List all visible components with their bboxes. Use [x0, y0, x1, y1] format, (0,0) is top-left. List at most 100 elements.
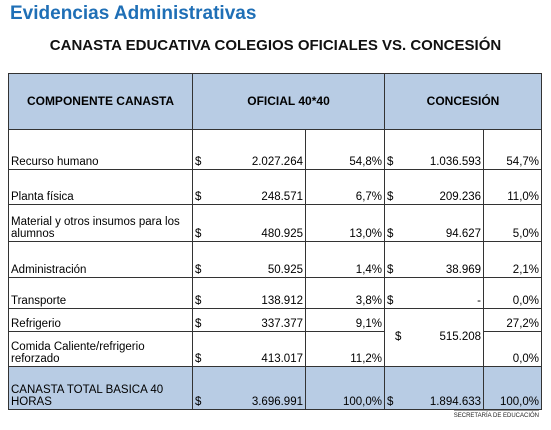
table-row: Refrigerio $337.377 9,1% $515.208 27,2% — [8, 308, 543, 367]
percent: 9,1% — [304, 308, 386, 332]
amount-value: 248.571 — [261, 191, 303, 203]
amount-cell: $1.894.633 — [384, 366, 485, 410]
amount: $ - — [387, 295, 481, 307]
table-row: Material y otros insumos para los alumno… — [8, 204, 543, 242]
column-header: CONCESIÓN — [384, 73, 543, 130]
table-row: CANASTA TOTAL BASICA 40 HORAS $3.696.991 1… — [8, 366, 543, 410]
footer: SECRETARÍA DE EDUCACIÓN — [453, 410, 539, 419]
amount-value: 138.912 — [261, 295, 303, 307]
amount-cell: $413.017 — [192, 331, 306, 367]
amount: $138.912 — [195, 295, 303, 307]
amount-value: - — [477, 295, 482, 307]
amount-value: 3.696.991 — [251, 396, 303, 408]
component: Planta física — [8, 169, 193, 205]
amount-value: 50.925 — [267, 264, 303, 276]
amount-cell: $209.236 — [384, 169, 485, 205]
component: Refrigerio — [8, 308, 193, 332]
amount: $1.894.633 — [387, 396, 481, 408]
currency: $ — [195, 228, 202, 240]
currency: $ — [195, 353, 202, 365]
amount-cell: $248.571 — [192, 169, 306, 205]
table-row: Recurso humano $2.027.264 54,8% $1.036.593 5… — [8, 129, 543, 170]
percent: 0,0% — [483, 331, 543, 367]
currency: $ — [195, 295, 202, 307]
amount-cell: $94.627 — [384, 204, 485, 242]
amount: $38.969 — [387, 264, 481, 276]
percent: 13,0% — [304, 204, 386, 242]
percent: 54,8% — [304, 129, 386, 170]
percent: 100,0% — [304, 366, 386, 410]
amount: $209.236 — [387, 191, 481, 203]
amount-value: 2.027.264 — [251, 156, 303, 168]
amount-cell: $3.696.991 — [192, 366, 306, 410]
amount-cell: $2.027.264 — [192, 129, 306, 170]
percent: 2,1% — [483, 241, 543, 278]
amount: $480.925 — [195, 228, 303, 240]
amount: $248.571 — [195, 191, 303, 203]
amount-cell: $ - — [384, 277, 485, 309]
amount: $337.377 — [195, 318, 303, 330]
amount-value: 413.017 — [261, 353, 303, 365]
title: Evidencias Administrativas — [10, 3, 257, 24]
percent: 6,7% — [304, 169, 386, 205]
currency: $ — [387, 228, 394, 240]
component: Recurso humano — [8, 129, 193, 170]
currency: $ — [195, 156, 202, 168]
amount-cell: $1.036.593 — [384, 129, 485, 170]
amount: $94.627 — [387, 228, 481, 240]
column-header: COMPONENTE CANASTA — [8, 73, 193, 130]
component: Transporte — [8, 277, 193, 309]
currency: $ — [387, 396, 394, 408]
amount: $50.925 — [195, 264, 303, 276]
table-row: Comida Caliente/refrigerio reforzado $413… — [8, 331, 543, 367]
amount-value: 209.236 — [439, 191, 482, 203]
currency: $ — [387, 191, 394, 203]
currency: $ — [195, 318, 202, 330]
table-row: Transporte $138.912 3,8% $ -0,0% — [8, 277, 543, 309]
currency: $ — [395, 331, 402, 343]
percent: 1,4% — [304, 241, 386, 278]
subtitle: CANASTA EDUCATIVA COLEGIOS OFICIALES VS.… — [49, 37, 502, 54]
amount-value: 38.969 — [445, 264, 482, 276]
component: Comida Caliente/refrigerio reforzado — [8, 331, 193, 367]
percent: 11,2% — [304, 331, 386, 367]
amount: $1.036.593 — [387, 156, 481, 168]
amount: $413.017 — [195, 353, 303, 365]
amount: $2.027.264 — [195, 156, 303, 168]
percent: 5,0% — [483, 204, 543, 242]
amount-value: 515.208 — [439, 331, 482, 343]
amount: $3.696.991 — [195, 396, 303, 408]
percent: 11,0% — [483, 169, 543, 205]
amount-cell: $38.969 — [384, 241, 485, 278]
currency: $ — [195, 191, 202, 203]
column-header: OFICIAL 40*40 — [191, 73, 386, 130]
header-row: COMPONENTE CANASTA OFICIAL 40*40 CONCESI… — [8, 73, 543, 130]
amount-cell: $50.925 — [192, 241, 306, 278]
amount-cell: $480.925 — [192, 204, 306, 242]
amount-value: 1.036.593 — [429, 156, 482, 168]
component: Material y otros insumos para los alumno… — [8, 204, 193, 242]
amount-cell: $337.377 — [192, 308, 306, 332]
percent: 27,2% — [483, 308, 543, 332]
component: Administración — [8, 241, 193, 278]
table-row: Administración $50.925 1,4% $38.969 2,1% — [8, 241, 543, 278]
amount-value: 337.377 — [261, 318, 303, 330]
currency: $ — [195, 396, 202, 408]
percent: 3,8% — [304, 277, 386, 309]
currency: $ — [387, 295, 394, 307]
percent: 100,0% — [483, 366, 543, 410]
currency: $ — [195, 264, 202, 276]
percent: 54,7% — [483, 129, 543, 170]
amount: $515.208 — [387, 331, 481, 343]
table-row: Planta física $248.571 6,7% $209.236 11,0% — [8, 169, 543, 205]
amount-cell: $138.912 — [192, 277, 306, 309]
amount-value: 1.894.633 — [429, 396, 482, 408]
table: COMPONENTE CANASTA OFICIAL 40*40 CONCESI… — [8, 73, 543, 410]
currency: $ — [387, 156, 394, 168]
amount-value: 94.627 — [445, 228, 482, 240]
amount-cell: $515.208 — [384, 308, 485, 367]
amount-value: 480.925 — [261, 228, 303, 240]
component: CANASTA TOTAL BASICA 40 HORAS — [8, 366, 193, 410]
currency: $ — [387, 264, 394, 276]
